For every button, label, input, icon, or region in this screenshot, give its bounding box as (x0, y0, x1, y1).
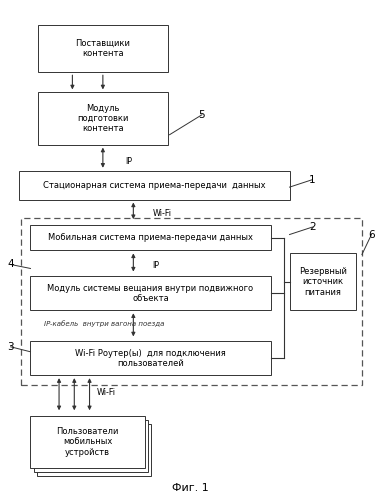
Text: Модуль системы вещания внутри подвижного
объекта: Модуль системы вещания внутри подвижного… (47, 284, 254, 303)
Bar (30, 341, 271, 375)
Bar (21, 218, 362, 385)
Text: Модуль
подготовки
контента: Модуль подготовки контента (77, 104, 128, 133)
Text: Wi-Fi Роутер(ы)  для подключения
пользователей: Wi-Fi Роутер(ы) для подключения пользова… (75, 349, 226, 368)
Text: 4: 4 (7, 259, 14, 269)
Text: Wi-Fi: Wi-Fi (152, 209, 171, 218)
Text: Пользователи
мобильных
устройств: Пользователи мобильных устройств (56, 427, 119, 457)
Bar (38, 92, 168, 145)
Bar (38, 25, 168, 72)
Bar (30, 225, 271, 250)
Text: 1: 1 (309, 175, 316, 185)
Text: IP: IP (126, 157, 133, 166)
Text: IP-кабель  внутри вагона поезда: IP-кабель внутри вагона поезда (44, 320, 164, 327)
Bar (34, 420, 148, 472)
Text: 5: 5 (199, 110, 205, 120)
Text: Wi-Fi: Wi-Fi (97, 388, 116, 397)
Text: Мобильная система приема-передачи данных: Мобильная система приема-передачи данных (48, 233, 253, 242)
Text: 3: 3 (7, 342, 14, 352)
Text: IP: IP (152, 261, 159, 270)
Bar (290, 253, 356, 310)
Text: Стационарная система приема-передачи  данных: Стационарная система приема-передачи дан… (43, 181, 266, 190)
Text: 6: 6 (368, 230, 375, 240)
Bar (37, 424, 151, 476)
Text: Поставщики
контента: Поставщики контента (75, 39, 130, 58)
Bar (19, 171, 290, 200)
Text: Фиг. 1: Фиг. 1 (172, 483, 209, 493)
Bar (30, 416, 145, 468)
Text: 2: 2 (309, 222, 316, 232)
Bar (30, 276, 271, 310)
Text: Резервный
источник
питания: Резервный источник питания (299, 267, 347, 296)
